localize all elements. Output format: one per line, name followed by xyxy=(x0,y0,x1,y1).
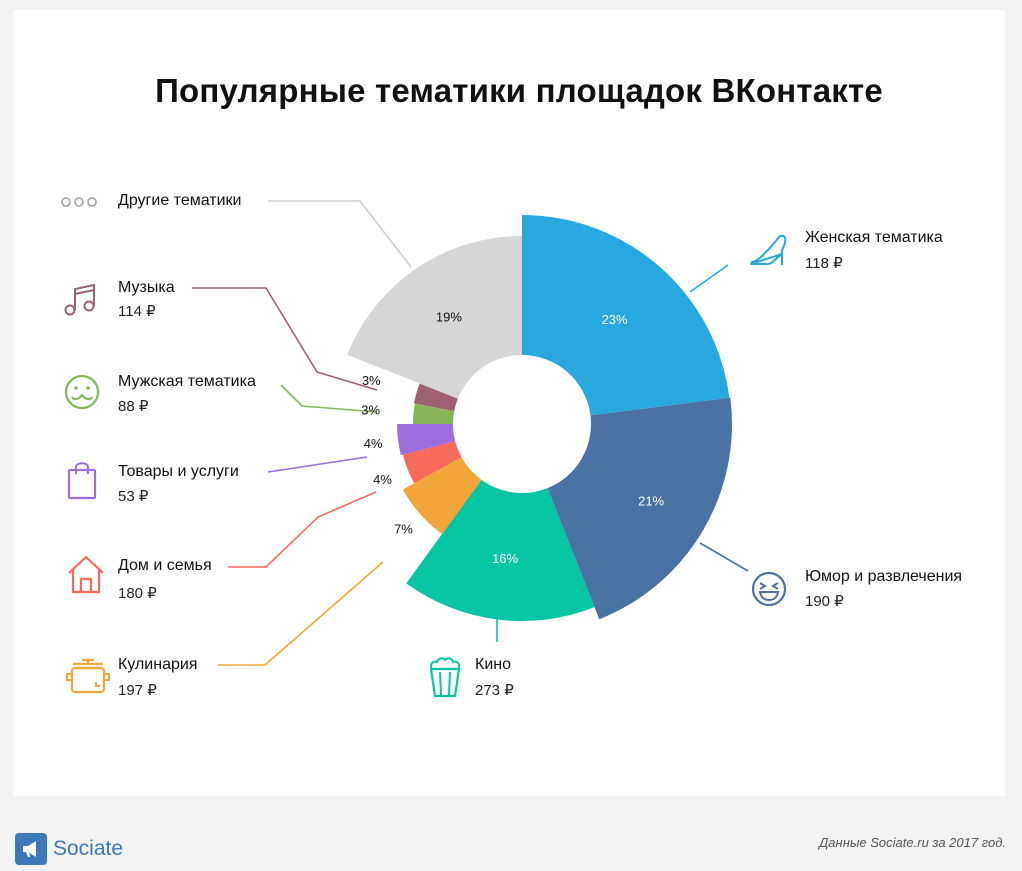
three-dots-icon xyxy=(61,197,97,207)
chart-title: Популярные тематики площадок ВКонтакте xyxy=(155,72,883,109)
logo-text: Sociate xyxy=(53,837,124,860)
slice-label-womens: 23% xyxy=(602,312,628,327)
legend-label-home: Дом и семья xyxy=(118,557,212,574)
mustache-face-icon xyxy=(64,374,100,410)
slice-other xyxy=(347,236,522,399)
megaphone-icon xyxy=(15,833,47,865)
legend-label-womens: Женская тематика xyxy=(805,229,943,246)
slice-label-humor: 21% xyxy=(638,493,664,508)
slice-label-other: 19% xyxy=(436,309,462,324)
legend-label-music: Музыка xyxy=(118,279,175,296)
legend-label-other: Другие тематики xyxy=(118,192,242,209)
popcorn-icon xyxy=(429,657,461,698)
legend-label-goods: Товары и услуги xyxy=(118,463,239,480)
slice-label-movies: 16% xyxy=(492,551,518,566)
slice-label-mens: 3% xyxy=(361,403,380,418)
legend-price-music: 114 ₽ xyxy=(118,303,156,320)
slice-label-goods: 4% xyxy=(364,436,383,451)
leader-line-other xyxy=(268,200,412,268)
legend-label-mens: Мужская тематика xyxy=(118,373,256,390)
leader-line-womens xyxy=(689,264,729,293)
legend-price-movies: 273 ₽ xyxy=(475,682,514,699)
cooking-pot-icon xyxy=(66,658,110,694)
slice-movies xyxy=(406,479,595,621)
house-icon xyxy=(68,555,104,594)
legend-price-womens: 118 ₽ xyxy=(805,255,843,272)
legend-price-goods: 53 ₽ xyxy=(118,488,149,505)
music-note-icon xyxy=(64,283,95,316)
source-note: Данные Sociate.ru за 2017 год. xyxy=(819,835,1006,850)
legend-price-cooking: 197 ₽ xyxy=(118,682,157,699)
leader-line-humor xyxy=(699,542,749,572)
sociate-logo[interactable]: Sociate xyxy=(15,833,123,865)
slice-label-music: 3% xyxy=(362,373,381,388)
leader-line-cooking xyxy=(218,561,384,666)
leader-line-music xyxy=(192,287,378,391)
legend-price-mens: 88 ₽ xyxy=(118,398,149,415)
slice-goods xyxy=(397,424,456,456)
slice-womens xyxy=(522,215,730,416)
shopping-bag-icon xyxy=(67,462,97,500)
slice-cooking xyxy=(402,457,482,535)
legend-label-movies: Кино xyxy=(475,656,511,673)
slice-label-home: 4% xyxy=(373,472,392,487)
slice-home xyxy=(402,441,462,484)
legend-price-humor: 190 ₽ xyxy=(805,593,844,610)
leader-line-goods xyxy=(267,456,368,473)
legend-label-humor: Юмор и развлечения xyxy=(805,568,963,585)
slice-humor xyxy=(547,397,733,620)
high-heel-icon xyxy=(750,234,787,265)
legend-label-cooking: Кулинария xyxy=(118,656,198,673)
slice-label-cooking: 7% xyxy=(394,521,413,536)
leader-line-mens xyxy=(280,384,378,413)
laughing-face-icon xyxy=(751,571,787,607)
legend-price-home: 180 ₽ xyxy=(118,585,157,602)
leader-line-home xyxy=(228,491,377,568)
slice-mens xyxy=(413,403,455,424)
slice-music xyxy=(413,383,458,412)
chart-card xyxy=(13,10,1005,796)
